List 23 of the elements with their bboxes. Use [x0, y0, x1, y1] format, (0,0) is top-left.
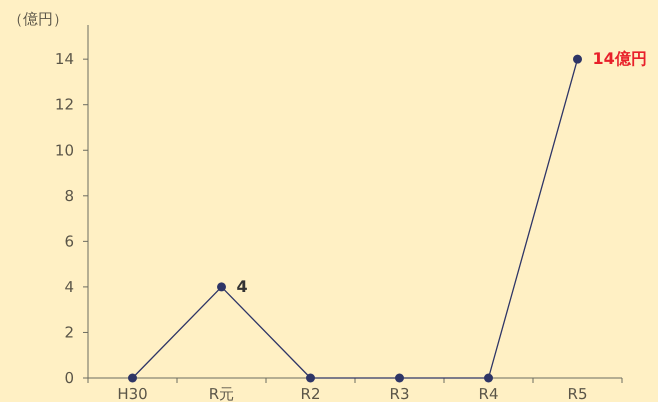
data-label: 14億円	[592, 49, 647, 68]
point	[573, 54, 582, 64]
point	[395, 374, 404, 382]
y-tick-label: 6	[64, 232, 74, 250]
point	[484, 374, 493, 382]
x-tick-label: R元	[208, 385, 234, 402]
y-tick-label: 0	[64, 369, 74, 387]
y-tick-label: 12	[54, 96, 74, 114]
point	[217, 282, 226, 292]
data-label: 4	[236, 276, 248, 296]
y-tick-label: 8	[64, 186, 74, 205]
y-axis-title: （億円）	[8, 10, 68, 28]
y-tick-label: 14	[54, 50, 74, 68]
x-tick-label: R3	[390, 385, 410, 402]
x-tick-label: R4	[478, 385, 498, 402]
y-tick-label: 2	[64, 323, 74, 342]
x-tick-label: R5	[568, 385, 588, 402]
x-tick-label: H30	[117, 385, 148, 402]
x-tick-label: R2	[300, 385, 320, 402]
point	[306, 374, 315, 382]
y-tick-label: 4	[64, 278, 74, 296]
point	[128, 374, 137, 382]
y-tick-label: 10	[54, 141, 74, 160]
